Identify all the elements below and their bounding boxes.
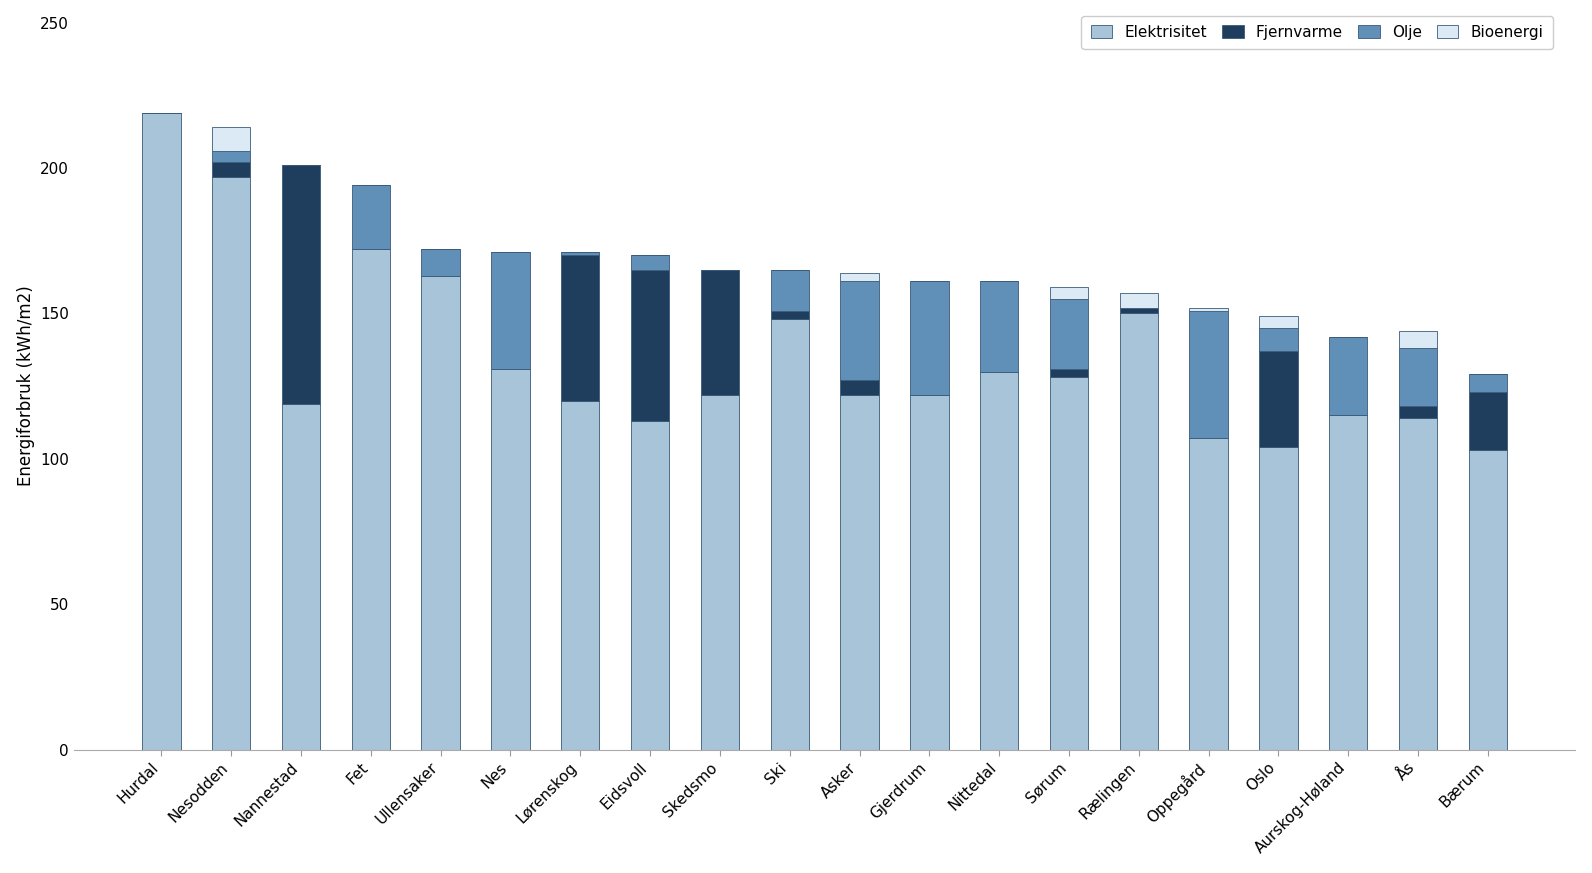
Bar bbox=[1259, 351, 1297, 447]
Bar bbox=[560, 252, 600, 255]
Bar bbox=[700, 395, 739, 750]
Bar bbox=[1259, 316, 1297, 328]
Bar bbox=[1469, 392, 1508, 450]
Bar bbox=[492, 368, 530, 750]
Bar bbox=[560, 401, 600, 750]
Bar bbox=[352, 250, 390, 750]
Bar bbox=[1049, 377, 1089, 750]
Bar bbox=[422, 276, 460, 750]
Bar bbox=[841, 281, 879, 381]
Bar bbox=[142, 113, 180, 750]
Bar bbox=[630, 270, 669, 421]
Bar bbox=[1119, 313, 1157, 750]
Bar bbox=[1049, 299, 1089, 368]
Bar bbox=[1119, 293, 1157, 307]
Bar bbox=[1399, 331, 1438, 348]
Bar bbox=[981, 281, 1019, 372]
Bar bbox=[1469, 450, 1508, 750]
Bar bbox=[911, 281, 949, 395]
Bar bbox=[282, 165, 320, 403]
Legend: Elektrisitet, Fjernvarme, Olje, Bioenergi: Elektrisitet, Fjernvarme, Olje, Bioenerg… bbox=[1081, 16, 1552, 49]
Bar bbox=[841, 272, 879, 281]
Bar bbox=[771, 320, 809, 750]
Bar bbox=[1329, 416, 1368, 750]
Bar bbox=[282, 403, 320, 750]
Bar bbox=[841, 395, 879, 750]
Bar bbox=[352, 185, 390, 250]
Bar bbox=[1399, 407, 1438, 418]
Bar bbox=[212, 151, 250, 162]
Bar bbox=[1259, 447, 1297, 750]
Bar bbox=[1049, 368, 1089, 377]
Bar bbox=[1189, 307, 1227, 311]
Bar bbox=[630, 421, 669, 750]
Bar bbox=[1259, 328, 1297, 351]
Bar bbox=[1399, 348, 1438, 407]
Bar bbox=[981, 372, 1019, 750]
Bar bbox=[771, 270, 809, 311]
Bar bbox=[212, 127, 250, 151]
Bar bbox=[630, 255, 669, 270]
Bar bbox=[492, 252, 530, 368]
Bar bbox=[1119, 307, 1157, 313]
Bar bbox=[422, 250, 460, 276]
Bar bbox=[1189, 311, 1227, 438]
Bar bbox=[1399, 418, 1438, 750]
Bar bbox=[560, 255, 600, 401]
Bar bbox=[1469, 375, 1508, 392]
Bar bbox=[771, 311, 809, 320]
Bar bbox=[1189, 438, 1227, 750]
Bar bbox=[1049, 287, 1089, 299]
Bar bbox=[212, 162, 250, 176]
Bar bbox=[1329, 337, 1368, 416]
Bar bbox=[212, 176, 250, 750]
Bar bbox=[841, 381, 879, 395]
Bar bbox=[911, 395, 949, 750]
Y-axis label: Energiforbruk (kWh/m2): Energiforbruk (kWh/m2) bbox=[16, 285, 35, 486]
Bar bbox=[700, 270, 739, 395]
